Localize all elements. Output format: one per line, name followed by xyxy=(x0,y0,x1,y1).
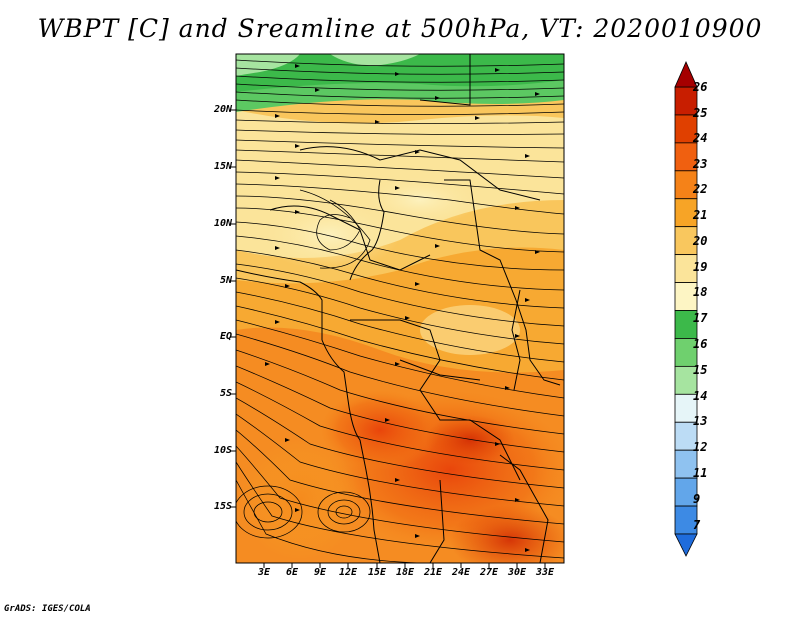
lat-label: 10N xyxy=(213,218,232,229)
colorbar-label: 9 xyxy=(693,492,701,506)
colorbar-label: 23 xyxy=(693,157,708,171)
colorbar-label: 16 xyxy=(693,337,708,351)
lat-label: EQ xyxy=(219,331,232,342)
lat-label: 5S xyxy=(219,388,232,399)
colorbar-label: 17 xyxy=(693,311,708,325)
lat-label: 5N xyxy=(219,275,232,286)
lon-label: 27E xyxy=(479,567,499,578)
map-plot-area xyxy=(236,54,564,563)
lon-label: 30E xyxy=(507,567,527,578)
colorbar-label: 22 xyxy=(693,182,708,196)
colorbar-label: 24 xyxy=(693,131,708,145)
colorbar-min-arrow xyxy=(674,533,698,557)
lon-label: 18E xyxy=(395,567,415,578)
colorbar-label: 13 xyxy=(693,414,708,428)
colorbar-label: 14 xyxy=(693,389,708,403)
lat-label: 15S xyxy=(213,501,232,512)
lat-label: 10S xyxy=(213,445,232,456)
lon-label: 12E xyxy=(338,567,358,578)
streamline-arrows xyxy=(265,64,540,552)
map-title: WBPT [C] and Sreamline at 500hPa, VT: 20… xyxy=(37,14,763,43)
colorbar-label: 26 xyxy=(693,80,708,94)
colorbar-max-arrow xyxy=(674,61,698,88)
lon-label: 3E xyxy=(257,567,271,578)
axis-ticks xyxy=(231,109,546,568)
lat-label: 20N xyxy=(213,104,232,115)
colorbar-label: 7 xyxy=(693,518,701,532)
lon-label: 33E xyxy=(535,567,555,578)
colorbar-label: 12 xyxy=(693,440,708,454)
colorbar-label: 20 xyxy=(693,234,708,248)
map-frame xyxy=(235,53,565,564)
colorbar-label: 18 xyxy=(693,285,708,299)
lat-label: 15N xyxy=(213,161,232,172)
lon-label: 15E xyxy=(367,567,387,578)
colorbar-label: 19 xyxy=(693,260,708,274)
lon-label: 21E xyxy=(423,567,443,578)
colorbar-label: 15 xyxy=(693,363,708,377)
lon-label: 9E xyxy=(313,567,327,578)
lon-label: 6E xyxy=(285,567,299,578)
colorbar xyxy=(674,61,698,557)
lon-label: 24E xyxy=(451,567,471,578)
colorbar-label: 11 xyxy=(693,466,708,480)
colorbar-label: 21 xyxy=(693,208,708,222)
streamlines xyxy=(236,59,564,563)
grads-credit: GrADS: IGES/COLA xyxy=(4,604,91,614)
colorbar-label: 25 xyxy=(693,106,708,120)
